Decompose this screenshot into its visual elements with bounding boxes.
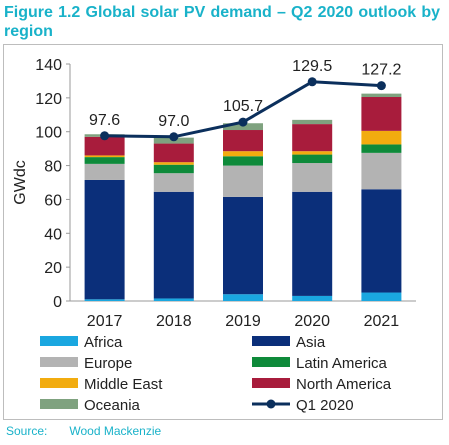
legend-swatch (252, 336, 290, 346)
bar-segment (292, 151, 333, 155)
bar-segment (153, 162, 194, 165)
bar-segment (361, 152, 402, 190)
chart-title: Figure 1.2 Global solar PV demand – Q2 2… (4, 4, 440, 40)
legend-label: North America (296, 376, 392, 393)
data-label: 97.6 (89, 112, 120, 129)
bar-segment (292, 124, 333, 152)
line-point (169, 132, 179, 142)
line-point (100, 131, 110, 141)
y-tick-label: 20 (44, 260, 62, 277)
legend-swatch (40, 378, 78, 388)
data-label: 105.7 (223, 98, 263, 115)
bar-segment (84, 155, 125, 158)
bar-segment (223, 123, 263, 131)
bar-segment (292, 119, 333, 125)
data-label: 129.5 (292, 58, 332, 75)
bar-segment (223, 196, 263, 295)
bar-segment (361, 144, 402, 153)
bar-segment (84, 299, 125, 301)
legend-swatch (252, 357, 290, 367)
source-name: Wood Mackenzie (69, 424, 162, 438)
y-tick-label: 120 (35, 91, 62, 108)
bar-segment (153, 143, 194, 163)
bar-segment (153, 191, 194, 299)
legend-swatch (252, 378, 290, 388)
y-tick-label: 140 (35, 57, 62, 74)
x-tick-label: 2019 (225, 313, 261, 330)
bar-segment (153, 173, 194, 192)
y-tick-label: 40 (44, 226, 62, 243)
bar-segment (84, 179, 125, 300)
bar-segment (292, 163, 333, 192)
legend-label: Europe (84, 355, 132, 372)
legend-swatch (40, 336, 78, 346)
x-tick-label: 2021 (364, 313, 400, 330)
bar-segment (292, 154, 333, 164)
bar-segment (292, 295, 333, 301)
legend-label: Oceania (84, 397, 141, 414)
y-axis-label: GWdc (12, 160, 29, 204)
bar-segment (84, 157, 125, 164)
bar-segment (84, 136, 125, 156)
bar-segment (153, 298, 194, 301)
bar-segment (361, 130, 402, 145)
legend-swatch (40, 357, 78, 367)
bar-segment (223, 151, 263, 157)
x-tick-label: 2020 (294, 313, 330, 330)
x-tick-label: 2017 (87, 313, 123, 330)
bar-segment (361, 189, 402, 293)
legend-label: Middle East (84, 376, 163, 393)
legend-line-marker (266, 399, 276, 409)
y-tick-label: 60 (44, 192, 62, 209)
legend-label: Q1 2020 (296, 397, 354, 414)
bar-segment (361, 97, 402, 131)
bar-segment (223, 165, 263, 197)
bar-segment (153, 164, 194, 174)
source-line: Source: Wood Mackenzie (6, 424, 161, 438)
chart-frame (3, 44, 443, 420)
legend-label: Africa (84, 334, 123, 351)
bar-segment (361, 292, 402, 301)
x-tick-label: 2018 (156, 313, 192, 330)
legend-label: Asia (296, 334, 326, 351)
bar-segment (292, 191, 333, 296)
y-tick-label: 80 (44, 159, 62, 176)
line-point (238, 117, 248, 127)
line-point (307, 77, 317, 87)
data-label: 127.2 (361, 62, 401, 79)
y-tick-label: 100 (35, 125, 62, 142)
bar-segment (223, 156, 263, 166)
bar-segment (223, 130, 263, 152)
legend-swatch (40, 399, 78, 409)
source-label: Source: (6, 424, 48, 438)
data-label: 97.0 (158, 113, 189, 130)
bar-segment (84, 163, 125, 180)
y-tick-label: 0 (53, 294, 62, 311)
bar-segment (223, 294, 263, 301)
line-point (376, 81, 386, 91)
bar-segment (361, 93, 402, 98)
legend-label: Latin America (296, 355, 388, 372)
